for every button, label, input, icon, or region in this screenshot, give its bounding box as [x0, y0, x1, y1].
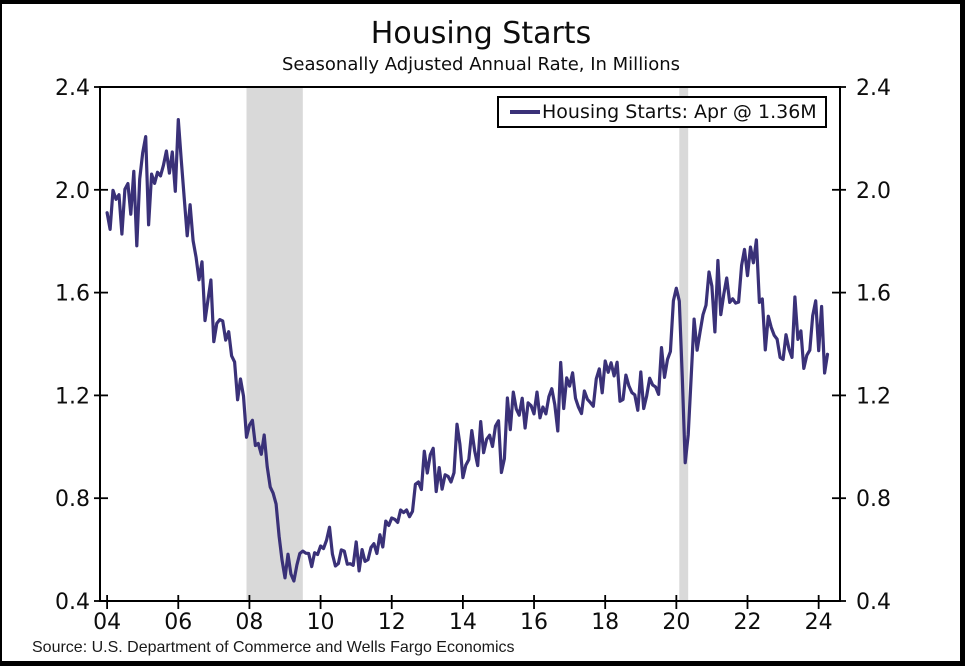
legend-label: Housing Starts: Apr @ 1.36M	[542, 101, 817, 123]
x-axis-label: 22	[734, 610, 762, 635]
legend-box: Housing Starts: Apr @ 1.36M	[497, 96, 827, 128]
y-axis-label-right: 1.2	[856, 384, 891, 409]
plot-border	[99, 86, 841, 602]
x-axis-label: 10	[307, 610, 335, 635]
x-axis-label: 12	[378, 610, 406, 635]
x-axis-label: 06	[164, 610, 192, 635]
housing-starts-line	[105, 117, 830, 583]
x-axis-label: 24	[805, 610, 833, 635]
y-axis-label-right: 1.6	[856, 282, 891, 307]
y-axis-label-right: 0.4	[856, 590, 891, 615]
y-axis-label-left: 2.0	[55, 179, 90, 204]
x-axis-label: 18	[591, 610, 619, 635]
y-axis-label-left: 1.6	[55, 282, 90, 307]
x-axis-label: 20	[662, 610, 690, 635]
x-axis-label: 14	[449, 610, 477, 635]
chart-title: Housing Starts	[370, 16, 592, 51]
y-axis-label-right: 2.0	[856, 179, 891, 204]
chart-canvas: 0.4 0.4 0.8 0.8 1.2 1.2 1.6 1.6 2.0 2.0 2.4 2.4 04 06…	[55, 76, 891, 635]
y-axis-label-left: 0.4	[55, 590, 90, 615]
y-axis-label-right: 2.4	[856, 76, 891, 101]
recession-band	[679, 87, 689, 601]
x-axis-label: 16	[520, 610, 548, 635]
y-axis-label-left: 1.2	[55, 384, 90, 409]
source-note: Source: U.S. Department of Commerce and …	[32, 639, 515, 656]
recession-band	[246, 87, 303, 601]
y-axis-label-left: 2.4	[55, 76, 90, 101]
x-axis-label: 08	[235, 610, 263, 635]
x-axis-label: 04	[93, 610, 121, 635]
y-axis-label-left: 0.8	[55, 487, 90, 512]
y-axis-label-right: 0.8	[856, 487, 891, 512]
legend-line-icon	[510, 110, 540, 114]
chart-subtitle: Seasonally Adjusted Annual Rate, In Mill…	[281, 54, 680, 75]
